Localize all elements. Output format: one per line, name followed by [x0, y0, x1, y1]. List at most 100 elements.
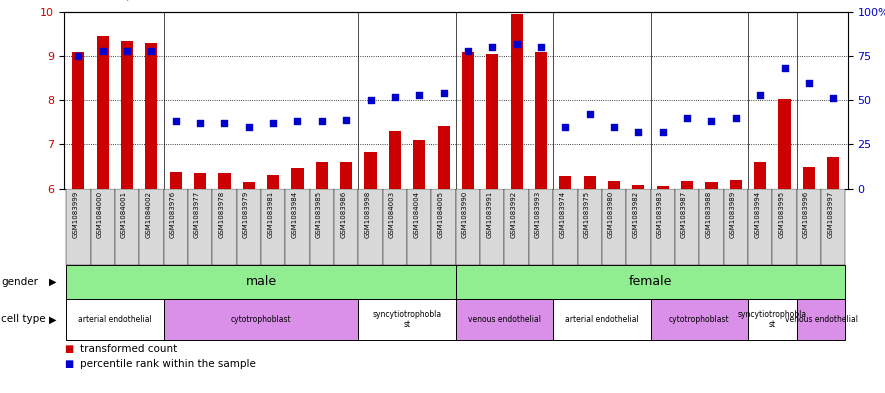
- Point: [753, 92, 767, 98]
- Bar: [413, 140, 426, 189]
- Text: ▶: ▶: [50, 277, 57, 287]
- Bar: [407, 189, 431, 265]
- Bar: [261, 189, 285, 265]
- Bar: [511, 14, 523, 189]
- Bar: [559, 176, 572, 189]
- Text: GSM1083982: GSM1083982: [633, 191, 638, 238]
- Bar: [164, 299, 358, 340]
- Bar: [316, 162, 328, 189]
- Text: syncytiotrophobla
st: syncytiotrophobla st: [738, 310, 807, 329]
- Bar: [748, 189, 773, 265]
- Text: ■: ■: [64, 359, 73, 369]
- Text: GSM1083980: GSM1083980: [608, 191, 614, 238]
- Text: male: male: [245, 275, 276, 288]
- Point: [461, 48, 475, 54]
- Bar: [650, 189, 675, 265]
- Bar: [675, 189, 699, 265]
- Bar: [285, 189, 310, 265]
- Text: GSM1084001: GSM1084001: [121, 191, 127, 238]
- Text: GSM1084004: GSM1084004: [413, 191, 419, 238]
- Bar: [705, 182, 718, 189]
- Point: [777, 65, 791, 72]
- Point: [631, 129, 645, 135]
- Point: [72, 53, 86, 59]
- Bar: [121, 40, 133, 189]
- Bar: [358, 189, 382, 265]
- Bar: [608, 181, 620, 189]
- Text: GSM1083981: GSM1083981: [267, 191, 273, 238]
- Text: GSM1083974: GSM1083974: [559, 191, 566, 238]
- Point: [558, 123, 573, 130]
- Text: ■: ■: [64, 344, 73, 354]
- Bar: [578, 189, 602, 265]
- Text: GSM1083977: GSM1083977: [194, 191, 200, 238]
- Bar: [115, 189, 139, 265]
- Text: GSM1083992: GSM1083992: [511, 191, 517, 238]
- Bar: [748, 299, 796, 340]
- Bar: [219, 173, 230, 189]
- Bar: [66, 299, 164, 340]
- Point: [315, 118, 329, 125]
- Text: GSM1083993: GSM1083993: [535, 191, 541, 238]
- Bar: [431, 189, 456, 265]
- Bar: [340, 162, 352, 189]
- Text: GSM1083975: GSM1083975: [584, 191, 589, 238]
- Bar: [73, 51, 84, 189]
- Bar: [164, 189, 188, 265]
- Bar: [456, 299, 553, 340]
- Bar: [145, 43, 158, 189]
- Bar: [66, 265, 456, 299]
- Bar: [504, 189, 529, 265]
- Text: GSM1083997: GSM1083997: [827, 191, 833, 238]
- Text: GSM1083987: GSM1083987: [681, 191, 687, 238]
- Point: [510, 40, 524, 47]
- Text: percentile rank within the sample: percentile rank within the sample: [80, 359, 256, 369]
- Text: female: female: [629, 275, 673, 288]
- Text: GSM1083999: GSM1083999: [73, 191, 79, 238]
- Text: transformed count: transformed count: [80, 344, 177, 354]
- Bar: [358, 299, 456, 340]
- Bar: [650, 299, 748, 340]
- Bar: [242, 182, 255, 189]
- Bar: [681, 181, 693, 189]
- Point: [704, 118, 719, 125]
- Text: GSM1083979: GSM1083979: [242, 191, 249, 238]
- Bar: [486, 54, 498, 189]
- Bar: [389, 131, 401, 189]
- Bar: [730, 180, 742, 189]
- Point: [436, 90, 450, 96]
- Bar: [456, 265, 845, 299]
- Text: cytotrophoblast: cytotrophoblast: [231, 315, 291, 324]
- Point: [728, 115, 743, 121]
- Bar: [456, 189, 481, 265]
- Text: arterial endothelial: arterial endothelial: [565, 315, 639, 324]
- Bar: [267, 175, 280, 189]
- Point: [218, 120, 232, 126]
- Point: [169, 118, 183, 125]
- Text: venous endothelial: venous endothelial: [784, 315, 858, 324]
- Bar: [291, 168, 304, 189]
- Text: arterial endothelial: arterial endothelial: [78, 315, 151, 324]
- Bar: [139, 189, 164, 265]
- Bar: [170, 172, 181, 189]
- Text: GSM1083976: GSM1083976: [170, 191, 176, 238]
- Text: GDS5016 / 7993588: GDS5016 / 7993588: [64, 0, 191, 2]
- Point: [120, 48, 135, 54]
- Bar: [481, 189, 504, 265]
- Text: GSM1084005: GSM1084005: [437, 191, 443, 238]
- Text: cell type: cell type: [1, 314, 45, 324]
- Bar: [236, 189, 261, 265]
- Bar: [602, 189, 627, 265]
- Bar: [632, 185, 644, 189]
- Bar: [724, 189, 748, 265]
- Point: [290, 118, 304, 125]
- Text: GSM1083994: GSM1083994: [754, 191, 760, 238]
- Bar: [437, 126, 450, 189]
- Text: GSM1083996: GSM1083996: [803, 191, 809, 238]
- Text: GSM1083985: GSM1083985: [316, 191, 322, 238]
- Bar: [529, 189, 553, 265]
- Point: [242, 123, 256, 130]
- Bar: [583, 176, 596, 189]
- Bar: [334, 189, 358, 265]
- Bar: [754, 162, 766, 189]
